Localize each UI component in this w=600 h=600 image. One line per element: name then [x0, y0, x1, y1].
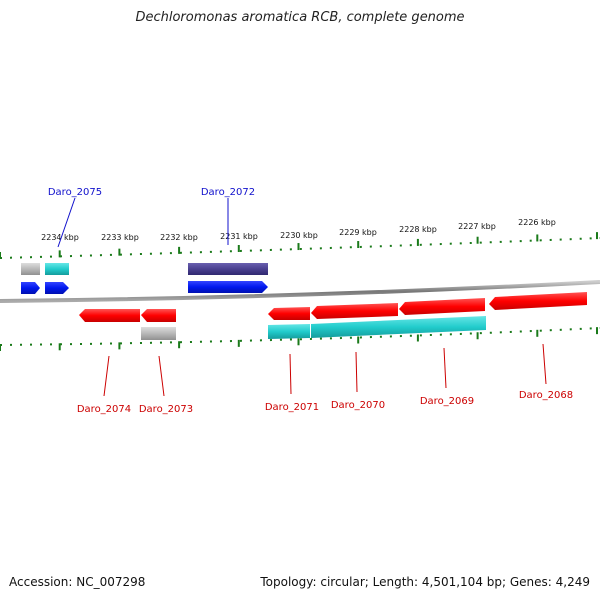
gene-label-daro-2073[interactable]: Daro_2073 [139, 404, 193, 415]
gene-arrow-reverse[interactable] [268, 307, 310, 320]
label-leader-line [542, 343, 547, 385]
genome-summary-label: Topology: circular; Length: 4,501,104 bp… [260, 575, 590, 589]
gene-arrow-reverse[interactable] [79, 309, 140, 322]
upper-major-ticks [0, 232, 598, 259]
gene-arrow-reverse[interactable] [489, 292, 587, 310]
gene-arrow-forward[interactable] [21, 282, 40, 294]
cog-box[interactable] [188, 263, 268, 275]
gene-label-daro-2072[interactable]: Daro_2072 [201, 187, 255, 198]
gene-arrow-reverse[interactable] [141, 309, 176, 322]
gene-label-daro-2075[interactable]: Daro_2075 [48, 187, 102, 198]
scale-label: 2234 kbp [41, 233, 79, 242]
map-title: Dechloromonas aromatica RCB, complete ge… [135, 10, 465, 25]
cog-box[interactable] [45, 263, 69, 275]
label-leader-line [158, 355, 165, 397]
scale-label: 2226 kbp [518, 218, 556, 227]
label-leader-line [289, 353, 292, 395]
gene-arrow-reverse[interactable] [311, 303, 398, 319]
label-leader-line [355, 351, 358, 393]
scale-label: 2232 kbp [160, 233, 198, 242]
scale-label: 2230 kbp [280, 231, 318, 240]
accession-label: Accession: NC_007298 [9, 575, 146, 589]
gene-label-daro-2068[interactable]: Daro_2068 [519, 390, 573, 401]
scale-label: 2231 kbp [220, 232, 258, 241]
cog-box[interactable] [311, 316, 486, 338]
gene-label-daro-2069[interactable]: Daro_2069 [420, 396, 474, 407]
label-leader-line [57, 197, 76, 248]
label-leader-line [443, 347, 447, 389]
gene-label-daro-2074[interactable]: Daro_2074 [77, 404, 131, 415]
scale-label: 2229 kbp [339, 228, 377, 237]
gene-label-daro-2071[interactable]: Daro_2071 [265, 402, 319, 413]
scale-label: 2228 kbp [399, 225, 437, 234]
cog-box[interactable] [141, 327, 176, 340]
scale-label: 2227 kbp [458, 222, 496, 231]
lower-major-ticks [0, 327, 598, 351]
gene-arrow-forward[interactable] [188, 281, 268, 293]
genome-backbone [0, 280, 600, 303]
label-leader-line [103, 355, 110, 397]
cog-box[interactable] [21, 263, 40, 275]
cog-box[interactable] [268, 324, 310, 339]
gene-arrow-reverse[interactable] [399, 298, 485, 315]
gene-label-daro-2070[interactable]: Daro_2070 [331, 400, 385, 411]
gene-arrow-forward[interactable] [45, 282, 69, 294]
lower-scale-ring [0, 327, 600, 346]
scale-label: 2233 kbp [101, 233, 139, 242]
upper-scale-ring [0, 237, 600, 259]
